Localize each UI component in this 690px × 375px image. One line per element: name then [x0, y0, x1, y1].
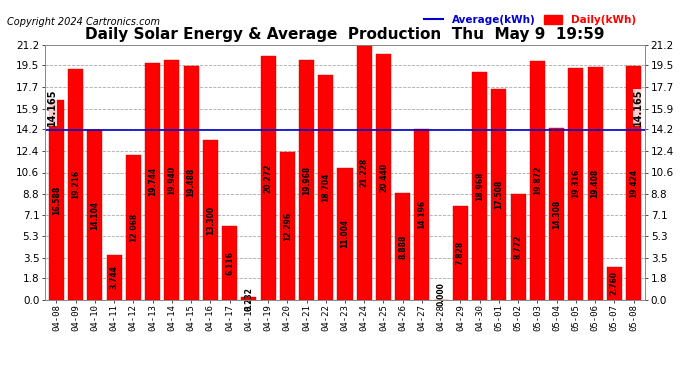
Text: 19.216: 19.216 [71, 170, 80, 199]
Text: 14.165: 14.165 [47, 88, 57, 126]
Text: 18.968: 18.968 [475, 171, 484, 201]
Text: Copyright 2024 Cartronics.com: Copyright 2024 Cartronics.com [7, 17, 160, 27]
Text: 18.704: 18.704 [322, 173, 331, 202]
Bar [222, 226, 237, 300]
Bar [395, 193, 411, 300]
Bar [511, 195, 526, 300]
Text: 3.744: 3.744 [110, 266, 119, 290]
Text: 12.068: 12.068 [129, 213, 138, 242]
Text: 19.744: 19.744 [148, 166, 157, 196]
Text: 20.440: 20.440 [379, 162, 388, 192]
Text: 0.232: 0.232 [244, 286, 253, 310]
Bar [607, 267, 622, 300]
Bar [68, 69, 83, 300]
Bar [357, 45, 372, 300]
Bar [337, 168, 353, 300]
Bar [569, 68, 583, 300]
Text: 12.296: 12.296 [283, 211, 292, 241]
Text: 19.488: 19.488 [186, 168, 195, 198]
Text: 13.300: 13.300 [206, 206, 215, 235]
Bar [145, 63, 160, 300]
Bar [49, 100, 64, 300]
Text: 6.116: 6.116 [225, 251, 234, 275]
Text: 19.940: 19.940 [168, 165, 177, 195]
Text: 19.872: 19.872 [533, 166, 542, 195]
Text: 19.408: 19.408 [591, 169, 600, 198]
Text: 14.196: 14.196 [417, 200, 426, 229]
Text: 19.424: 19.424 [629, 169, 638, 198]
Bar [626, 66, 641, 300]
Bar [376, 54, 391, 300]
Text: 19.968: 19.968 [302, 165, 311, 195]
Bar [588, 66, 602, 300]
Bar [415, 129, 429, 300]
Bar [261, 56, 275, 300]
Bar [279, 152, 295, 300]
Bar [88, 130, 102, 300]
Bar [203, 140, 218, 300]
Text: 8.772: 8.772 [513, 235, 522, 260]
Bar [549, 128, 564, 300]
Bar [491, 89, 506, 300]
Bar [184, 66, 199, 300]
Bar [126, 155, 141, 300]
Bar [299, 60, 314, 300]
Text: 17.508: 17.508 [495, 180, 504, 209]
Bar [241, 297, 256, 300]
Text: 20.272: 20.272 [264, 164, 273, 193]
Title: Daily Solar Energy & Average  Production  Thu  May 9  19:59: Daily Solar Energy & Average Production … [86, 27, 604, 42]
Text: 14.104: 14.104 [90, 201, 99, 230]
Text: 8.888: 8.888 [398, 234, 407, 259]
Bar [318, 75, 333, 300]
Text: 19.316: 19.316 [571, 169, 580, 198]
Text: 14.308: 14.308 [552, 200, 561, 229]
Text: 2.760: 2.760 [610, 272, 619, 296]
Bar [107, 255, 121, 300]
Bar [164, 60, 179, 300]
Legend: Average(kWh), Daily(kWh): Average(kWh), Daily(kWh) [420, 10, 640, 29]
Text: 11.004: 11.004 [340, 219, 350, 248]
Bar [472, 72, 487, 300]
Text: 14.165: 14.165 [633, 88, 643, 126]
Text: 7.828: 7.828 [456, 241, 465, 265]
Bar [530, 61, 545, 300]
Text: 16.588: 16.588 [52, 186, 61, 215]
Text: 21.228: 21.228 [359, 158, 368, 187]
Text: 0.000: 0.000 [437, 282, 446, 306]
Bar [453, 206, 468, 300]
